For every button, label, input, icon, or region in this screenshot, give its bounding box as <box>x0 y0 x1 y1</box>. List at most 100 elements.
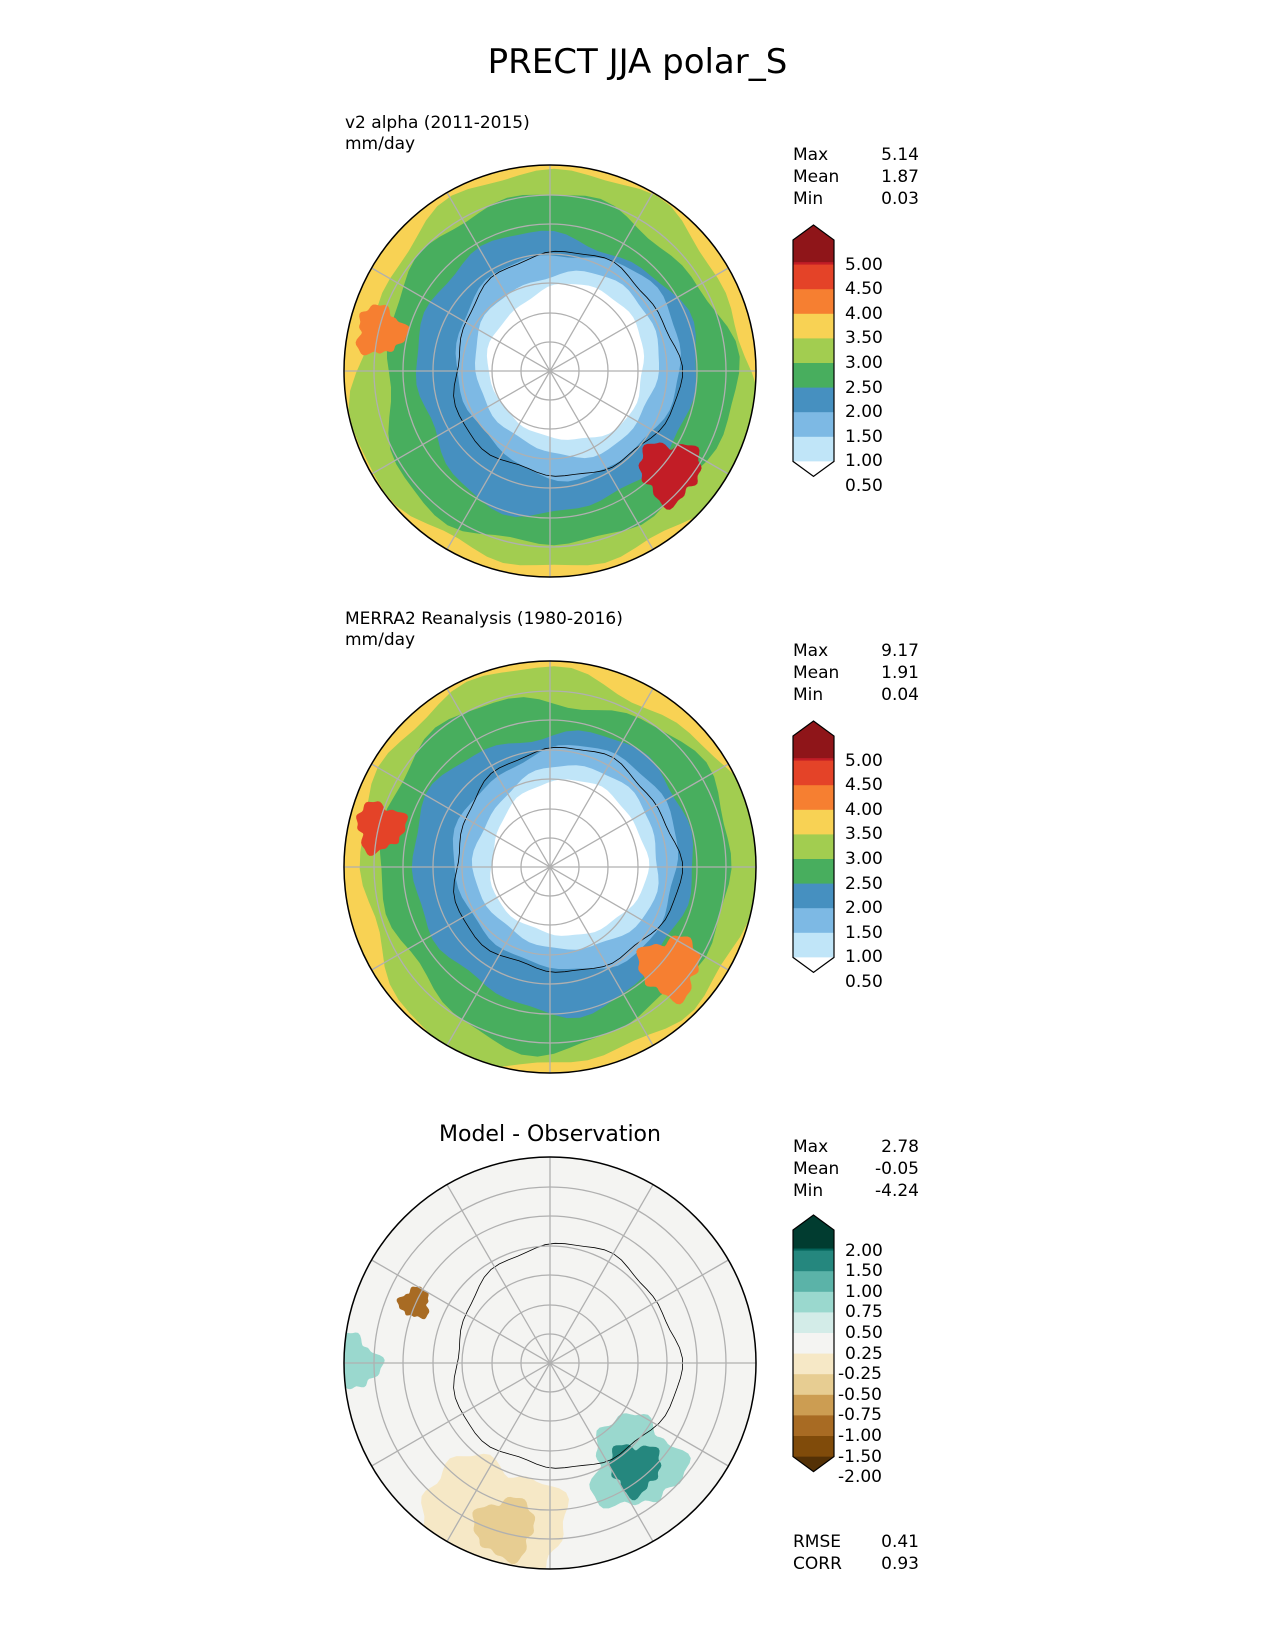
metric-rmse: 0.41 <box>881 1532 919 1552</box>
colorbar-segment <box>793 908 834 934</box>
map-boundary <box>343 660 757 1074</box>
stat-min: 0.03 <box>881 189 919 209</box>
colorbar-tick-label: -1.50 <box>838 1446 882 1467</box>
stat-max: 2.78 <box>881 1137 919 1157</box>
colorbar-segment <box>793 1353 834 1375</box>
map-boundary <box>343 164 757 578</box>
panel1-stats: Max 5.14 Mean 1.87 Min 0.03 <box>793 145 919 209</box>
coastline <box>453 250 684 477</box>
colorbar-tick-label: 3.00 <box>845 353 883 373</box>
polar-map-ref <box>343 660 757 1074</box>
colorbar-segment <box>793 363 834 389</box>
colorbar-tick-label: 2.00 <box>845 898 883 919</box>
field-negative <box>472 1496 536 1564</box>
field-positive <box>608 1444 662 1501</box>
longitude-gridline <box>446 1184 654 1542</box>
colorbar-extend-max <box>793 721 834 736</box>
panel2-title: MERRA2 Reanalysis (1980-2016) mm/day <box>345 609 623 651</box>
colorbar-tick-label: 0.75 <box>845 1302 883 1323</box>
colorbar-tick-label: 0.25 <box>845 1343 883 1364</box>
colorbar-tick-label: 4.50 <box>845 775 883 796</box>
colorbar-tick-label: 1.50 <box>845 426 883 447</box>
panel2-units: mm/day <box>345 630 416 650</box>
colorbar-segment <box>793 338 834 364</box>
coastline <box>453 1242 684 1469</box>
panel1-name: v2 alpha (2011-2015) <box>345 113 530 133</box>
colorbar-segment <box>793 1271 834 1293</box>
colorbar-extend-max <box>793 1215 834 1230</box>
colorbar-tick-label: 2.50 <box>845 377 883 398</box>
colorbar-extend-min <box>793 957 834 973</box>
colorbar-tick-label: 2.50 <box>845 873 883 894</box>
colorbar-tick-label: 0.50 <box>845 476 883 496</box>
colorbar-segment <box>793 883 834 909</box>
colorbar-tick-label: 3.50 <box>845 328 883 349</box>
stat-max: 5.14 <box>881 145 919 165</box>
colorbar-tick-label: 5.00 <box>845 254 883 275</box>
field-maximum <box>638 442 702 510</box>
longitude-gridline <box>446 688 654 1046</box>
stat-mean: -0.05 <box>875 1159 919 1179</box>
metric-corr: 0.93 <box>881 1554 919 1574</box>
colorbar-segment <box>793 736 834 759</box>
colorbar-tick-label: 2.00 <box>845 1240 883 1261</box>
field-maximum <box>355 304 410 356</box>
field-maximum <box>356 801 408 856</box>
stat-min: -4.24 <box>875 1181 919 1201</box>
colorbar-segment <box>793 240 834 263</box>
colorbar-segment <box>793 387 834 413</box>
colorbar-ref <box>792 720 835 974</box>
colorbar-tick-label: 2.00 <box>845 402 883 423</box>
field-negative <box>396 1286 430 1320</box>
polar-map-test <box>343 164 757 578</box>
colorbar-segment <box>793 1312 834 1334</box>
colorbar-tick-label: 5.00 <box>845 750 883 771</box>
colorbar-tick-label: -2.00 <box>838 1467 882 1488</box>
colorbar-segment <box>793 436 834 462</box>
colorbar-segment <box>793 1374 834 1396</box>
colorbar-segment <box>793 289 834 315</box>
field-band <box>490 779 650 936</box>
colorbar-tick-label: -0.75 <box>838 1405 882 1426</box>
colorbar-tick-label: 1.00 <box>845 1281 883 1302</box>
colorbar-tick-label: 1.00 <box>845 451 883 472</box>
panel3-stats: Max 2.78 Mean -0.05 Min -4.24 <box>793 1137 919 1201</box>
field-positive <box>344 1332 385 1392</box>
colorbar-segment <box>793 809 834 835</box>
colorbar-segment <box>793 785 834 811</box>
panel1-title: v2 alpha (2011-2015) mm/day <box>345 113 530 155</box>
colorbar-segment <box>793 412 834 438</box>
colorbar-segment <box>793 264 834 290</box>
colorbar-tick-label: 3.50 <box>845 824 883 845</box>
colorbar-segment <box>793 1291 834 1313</box>
map-boundary <box>343 1156 757 1570</box>
colorbar-tick-label: 0.50 <box>845 972 883 992</box>
colorbar-extend-max <box>793 225 834 240</box>
colorbar-segment <box>793 1394 834 1416</box>
colorbar-tick-label: 4.00 <box>845 303 883 324</box>
colorbar-segment <box>793 1250 834 1272</box>
stat-max: 9.17 <box>881 641 919 661</box>
colorbar-tick-label: -0.50 <box>838 1384 882 1405</box>
colorbar-segment <box>793 1333 834 1355</box>
figure-title: PRECT JJA polar_S <box>487 42 788 82</box>
field-maximum <box>636 935 701 1005</box>
colorbar-tick-label: 0.50 <box>845 1323 883 1343</box>
colorbar-extend-min <box>793 461 834 477</box>
polar-map-diff <box>343 1156 757 1570</box>
colorbar-segment <box>793 1436 834 1458</box>
colorbar-segment <box>793 932 834 958</box>
colorbar-segment <box>793 313 834 339</box>
panel2-name: MERRA2 Reanalysis (1980-2016) <box>345 609 623 629</box>
panel2-stats: Max 9.17 Mean 1.91 Min 0.04 <box>793 641 919 705</box>
colorbar-diff <box>792 1214 835 1473</box>
longitude-gridline <box>446 192 654 550</box>
colorbar-extend-min <box>793 1456 834 1472</box>
colorbar-segment <box>793 1415 834 1437</box>
stat-mean: 1.87 <box>881 167 919 187</box>
colorbar-tick-label: 3.00 <box>845 849 883 869</box>
colorbar-tick-label: 1.50 <box>845 1261 883 1282</box>
colorbar-segment <box>793 1230 834 1249</box>
colorbar-tick-label: 1.00 <box>845 947 883 968</box>
